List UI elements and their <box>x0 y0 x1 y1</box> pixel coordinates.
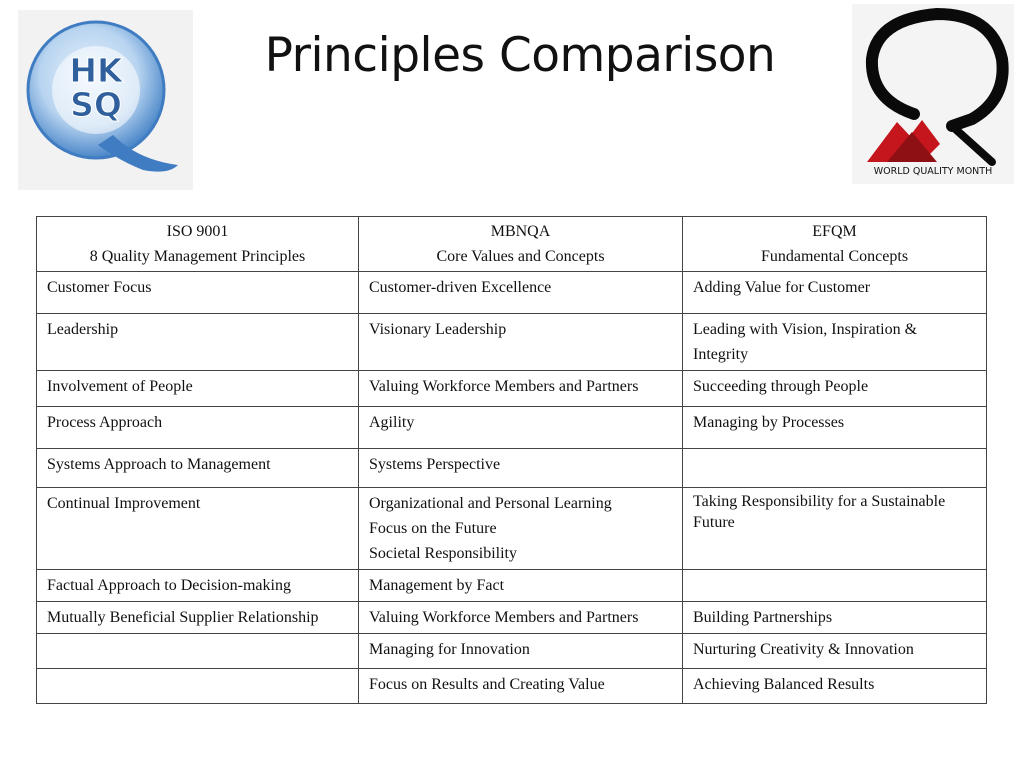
efqm-line: Achieving Balanced Results <box>693 676 875 693</box>
efqm-cell: Building Partnerships <box>682 601 987 634</box>
iso-cell: Customer Focus <box>36 271 359 314</box>
header-mbnqa-subtitle: Core Values and Concepts <box>436 248 605 265</box>
iso-cell: Continual Improvement <box>36 487 359 570</box>
hksq-logo-graphic: HK SQ <box>26 20 178 172</box>
efqm-line: Integrity <box>693 346 749 363</box>
mbnqa-line: Valuing Workforce Members and Partners <box>369 609 639 626</box>
mbnqa-line: Valuing Workforce Members and Partners <box>369 378 639 395</box>
table-row: Leadership Visionary Leadership Leading … <box>36 313 987 371</box>
mbnqa-cell: Management by Fact <box>358 569 683 602</box>
mbnqa-line: Focus on the Future <box>369 520 497 537</box>
world-quality-month-logo: WORLD QUALITY MONTH <box>852 4 1014 184</box>
table-row: Customer Focus Customer-driven Excellenc… <box>36 271 987 314</box>
efqm-line: Succeeding through People <box>693 378 869 395</box>
efqm-line: Managing by Processes <box>693 414 845 431</box>
table-row: Systems Approach to Management Systems P… <box>36 448 987 488</box>
efqm-cell: Leading with Vision, Inspiration & Integ… <box>682 313 987 371</box>
table-row: Process Approach Agility Managing by Pro… <box>36 406 987 449</box>
world-quality-month-graphic: WORLD QUALITY MONTH <box>865 7 1009 177</box>
efqm-line: Nurturing Creativity & Innovation <box>693 641 914 658</box>
table-row: Involvement of People Valuing Workforce … <box>36 370 987 407</box>
efqm-cell: Managing by Processes <box>682 406 987 449</box>
mbnqa-cell: Agility <box>358 406 683 449</box>
table-row: Factual Approach to Decision-making Mana… <box>36 569 987 602</box>
mbnqa-cell: Visionary Leadership <box>358 313 683 371</box>
mbnqa-cell: Systems Perspective <box>358 448 683 488</box>
hksq-logo: HK SQ <box>18 10 193 190</box>
mbnqa-line: Visionary Leadership <box>369 321 507 338</box>
header-efqm-subtitle: Fundamental Concepts <box>760 248 909 265</box>
mbnqa-line: Societal Responsibility <box>369 545 517 562</box>
header-mbnqa: MBNQA Core Values and Concepts <box>358 216 683 272</box>
efqm-line: Leading with Vision, Inspiration & <box>693 321 918 338</box>
page-title: Principles Comparison <box>264 28 776 83</box>
table-row: Mutually Beneficial Supplier Relationshi… <box>36 601 987 634</box>
mbnqa-line: Management by Fact <box>369 577 505 594</box>
hksq-logo-text-bottom: SQ <box>70 85 122 124</box>
table-row: Continual Improvement Organizational and… <box>36 487 987 570</box>
header-mbnqa-title: MBNQA <box>490 223 551 240</box>
efqm-cell: Adding Value for Customer <box>682 271 987 314</box>
mbnqa-line: Focus on Results and Creating Value <box>369 676 605 693</box>
mbnqa-line: Organizational and Personal Learning <box>369 495 612 512</box>
table-row: Focus on Results and Creating Value Achi… <box>36 668 987 704</box>
efqm-line: Taking Responsibility for a Sustainable <box>693 493 946 510</box>
efqm-cell: Taking Responsibility for a Sustainable … <box>682 487 987 570</box>
iso-cell: Leadership <box>36 313 359 371</box>
table-header-row: ISO 9001 8 Quality Management Principles… <box>36 216 987 272</box>
header-iso-title: ISO 9001 <box>166 223 229 240</box>
mbnqa-line: Systems Perspective <box>369 456 501 473</box>
mbnqa-cell: Valuing Workforce Members and Partners <box>358 601 683 634</box>
world-quality-month-label: WORLD QUALITY MONTH <box>874 166 992 177</box>
iso-cell: Mutually Beneficial Supplier Relationshi… <box>36 601 359 634</box>
mbnqa-cell: Organizational and Personal Learning Foc… <box>358 487 683 570</box>
efqm-line: Adding Value for Customer <box>693 279 871 296</box>
efqm-cell <box>682 448 987 488</box>
mbnqa-cell: Customer-driven Excellence <box>358 271 683 314</box>
header-iso-9001: ISO 9001 8 Quality Management Principles <box>36 216 359 272</box>
efqm-line: Future <box>693 514 735 531</box>
iso-cell: Process Approach <box>36 406 359 449</box>
iso-cell <box>36 633 359 669</box>
mbnqa-cell: Managing for Innovation <box>358 633 683 669</box>
header-iso-subtitle: 8 Quality Management Principles <box>89 248 306 265</box>
iso-cell: Factual Approach to Decision-making <box>36 569 359 602</box>
hksq-logo-text-top: HK <box>69 51 124 90</box>
mbnqa-line: Agility <box>369 414 415 431</box>
table-row: Managing for Innovation Nurturing Creati… <box>36 633 987 669</box>
mbnqa-cell: Focus on Results and Creating Value <box>358 668 683 704</box>
efqm-cell: Nurturing Creativity & Innovation <box>682 633 987 669</box>
mbnqa-line: Customer-driven Excellence <box>369 279 552 296</box>
mbnqa-line: Managing for Innovation <box>369 641 530 658</box>
iso-cell: Systems Approach to Management <box>36 448 359 488</box>
header-efqm: EFQM Fundamental Concepts <box>682 216 987 272</box>
mbnqa-cell: Valuing Workforce Members and Partners <box>358 370 683 407</box>
iso-cell: Involvement of People <box>36 370 359 407</box>
iso-cell <box>36 668 359 704</box>
principles-comparison-table: ISO 9001 8 Quality Management Principles… <box>36 216 987 704</box>
efqm-cell: Achieving Balanced Results <box>682 668 987 704</box>
efqm-cell <box>682 569 987 602</box>
efqm-cell: Succeeding through People <box>682 370 987 407</box>
efqm-line: Building Partnerships <box>693 609 833 626</box>
header-efqm-title: EFQM <box>812 223 857 240</box>
